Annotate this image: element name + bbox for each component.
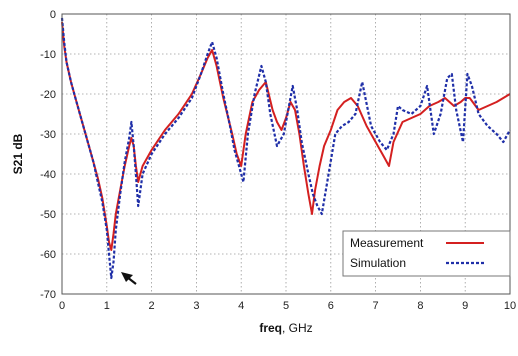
arrow-head xyxy=(121,272,133,282)
x-axis-title: freq, GHz xyxy=(259,321,312,335)
y-tick-label: -10 xyxy=(40,49,56,61)
x-tick-label: 7 xyxy=(373,300,379,312)
plot-frame xyxy=(61,13,511,295)
legend-label-simulation: Simulation xyxy=(350,256,406,270)
legend: Measurement Simulation xyxy=(342,230,511,277)
series-line-simulation xyxy=(60,17,511,280)
y-tick-label: 0 xyxy=(50,9,56,21)
y-tick-label: -60 xyxy=(40,249,56,261)
x-tick-label: 9 xyxy=(462,300,468,312)
x-tick-label: 2 xyxy=(149,300,155,312)
x-tick-label: 4 xyxy=(238,300,244,312)
x-axis-title-bold: freq xyxy=(259,321,282,335)
y-axis-title: S21 dB xyxy=(11,133,25,174)
tick-labels: 0 1 2 3 4 5 6 7 8 9 10 0 -10 -20 -30 -40 -50 -60 -70 xyxy=(40,9,516,312)
annotation-arrow xyxy=(121,272,137,285)
x-tick-label: 5 xyxy=(283,300,289,312)
y-tick-label: -20 xyxy=(40,89,56,101)
series-layer xyxy=(60,17,511,280)
y-tick-label: -30 xyxy=(40,129,56,141)
legend-label-measurement: Measurement xyxy=(350,236,424,250)
x-tick-label: 6 xyxy=(328,300,334,312)
legend-box xyxy=(342,230,511,277)
x-tick-label: 10 xyxy=(504,300,516,312)
y-tick-label: -40 xyxy=(40,169,56,181)
x-tick-label: 0 xyxy=(59,300,65,312)
y-tick-label: -70 xyxy=(40,289,56,301)
x-tick-label: 3 xyxy=(193,300,199,312)
x-tick-label: 8 xyxy=(417,300,423,312)
x-axis-title-rest: , GHz xyxy=(282,321,313,335)
y-tick-label: -50 xyxy=(40,209,56,221)
x-tick-label: 1 xyxy=(104,300,110,312)
